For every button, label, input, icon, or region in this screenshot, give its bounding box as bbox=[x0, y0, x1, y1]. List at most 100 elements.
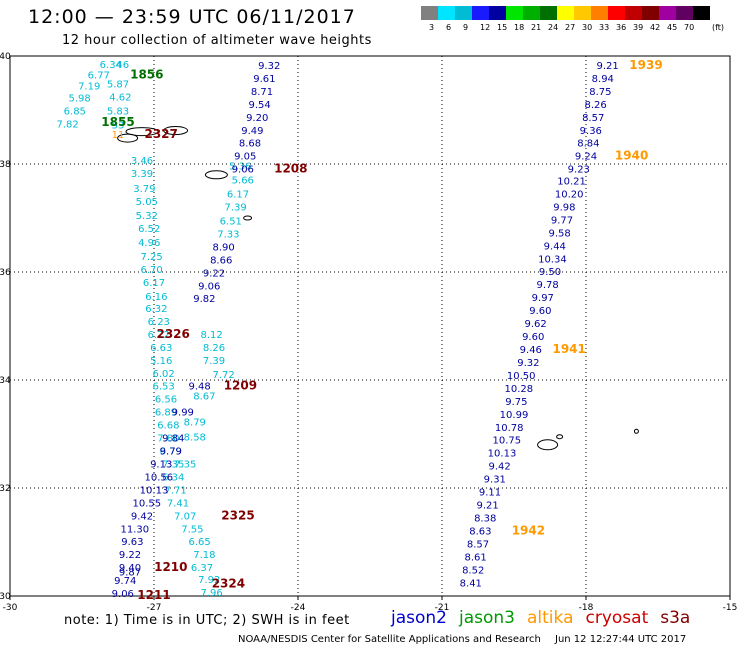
wave-height-value: 8.38 bbox=[474, 513, 496, 524]
page-subtitle: 12 hour collection of altimeter wave hei… bbox=[62, 33, 372, 48]
pass-time-label: 1210 bbox=[154, 560, 187, 574]
color-scale-bar: 3 6 9 12 15 18 21 24 27 30 33 36 39 42 45 70 bbox=[421, 6, 710, 32]
pass-time-label: 1940 bbox=[615, 149, 648, 163]
wave-height-value: 8.63 bbox=[469, 526, 491, 537]
wave-height-value: 9.62 bbox=[524, 319, 546, 330]
wave-height-value: 7.41 bbox=[167, 498, 189, 509]
color-scale-tick: 39 bbox=[633, 23, 644, 32]
wave-height-value: 6.17 bbox=[227, 189, 249, 200]
island-outline bbox=[633, 428, 639, 434]
wave-height-value: 9.22 bbox=[119, 550, 141, 561]
color-scale-tick: 3 bbox=[429, 23, 435, 32]
wave-height-value: 46 bbox=[116, 60, 129, 71]
wave-height-value: 9.82 bbox=[193, 294, 215, 305]
x-tick-label: -24 bbox=[291, 603, 306, 613]
wave-height-value: 6.72 bbox=[148, 330, 170, 341]
wave-height-value: 8.41 bbox=[460, 578, 482, 589]
wave-height-value: 7.71 bbox=[164, 485, 186, 496]
wave-height-value: 9.75 bbox=[505, 397, 527, 408]
wave-height-value: 7.82 bbox=[56, 119, 78, 130]
wave-height-value: 9.11 bbox=[479, 488, 501, 499]
wave-height-value: 5.16 bbox=[150, 356, 172, 367]
wave-height-value: 10.13 bbox=[140, 485, 169, 496]
wave-height-value: 11 bbox=[112, 130, 125, 141]
pass-time-label: 1856 bbox=[130, 68, 163, 82]
legend-jason2: jason2 bbox=[391, 608, 447, 628]
wave-height-value: 9.23 bbox=[568, 165, 590, 176]
wave-height-value: 6.89 bbox=[155, 408, 177, 419]
color-scale-cell: 30 bbox=[574, 6, 592, 32]
wave-height-value: 8.68 bbox=[239, 139, 261, 150]
wave-height-value: 8.26 bbox=[584, 100, 606, 111]
island-outline bbox=[243, 215, 253, 221]
wave-height-value: 10.78 bbox=[495, 423, 524, 434]
wave-height-value: 9.60 bbox=[522, 332, 544, 343]
wave-height-value: 10.75 bbox=[492, 436, 521, 447]
wave-height-value: 6.70 bbox=[140, 265, 162, 276]
wave-height-value: 9.31 bbox=[484, 475, 506, 486]
legend-jason3: jason3 bbox=[459, 608, 515, 628]
wave-height-value: 9.77 bbox=[551, 215, 573, 226]
color-scale-tick: 9 bbox=[463, 23, 469, 32]
color-scale-cell: 9 bbox=[455, 6, 472, 32]
island-outline bbox=[163, 126, 189, 136]
x-tick-label: -21 bbox=[435, 603, 450, 613]
map-frame bbox=[9, 55, 731, 597]
color-scale-cell: 36 bbox=[608, 6, 626, 32]
wave-height-value: 6.32 bbox=[145, 304, 167, 315]
wave-height-value: 6.68 bbox=[157, 421, 179, 432]
wave-height-value: 9.99 bbox=[172, 408, 194, 419]
wave-height-value: 6.51 bbox=[220, 216, 242, 227]
wave-height-value: 7.35 bbox=[174, 459, 196, 470]
pass-time-label: 2324 bbox=[212, 576, 245, 590]
wave-height-value: 7.39 bbox=[203, 356, 225, 367]
island-outline bbox=[537, 439, 559, 451]
wave-height-value: 3.79 bbox=[133, 184, 155, 195]
wave-height-value: 7.07 bbox=[174, 511, 196, 522]
wave-height-value: 53 bbox=[112, 120, 125, 131]
wave-height-value: 8.90 bbox=[212, 242, 234, 253]
y-tick-label: 40 bbox=[0, 52, 11, 62]
wave-height-value: 6.34 bbox=[100, 60, 122, 71]
wave-height-value: 9.48 bbox=[188, 382, 210, 393]
wave-height-value: 6.52 bbox=[138, 224, 160, 235]
wave-height-value: 9.06 bbox=[112, 589, 134, 600]
island-outline bbox=[125, 127, 159, 137]
color-scale-cell: 21 bbox=[523, 6, 541, 32]
color-scale-tick: 33 bbox=[599, 23, 610, 32]
wave-height-value: 7.92 bbox=[198, 575, 220, 586]
footnote: note: 1) Time is in UTC; 2) SWH is in fe… bbox=[64, 613, 350, 628]
y-tick-label: 38 bbox=[0, 160, 11, 170]
wave-height-value: 9.60 bbox=[529, 306, 551, 317]
wave-height-value: 5.05 bbox=[136, 197, 158, 208]
wave-height-value: 9.32 bbox=[258, 61, 280, 72]
wave-height-value: 9.74 bbox=[114, 576, 136, 587]
wave-height-value: 6.17 bbox=[143, 278, 165, 289]
color-scale-cell: 45 bbox=[659, 6, 677, 32]
wave-height-value: 4.62 bbox=[109, 92, 131, 103]
wave-height-value: 6.85 bbox=[64, 106, 86, 117]
wave-height-value: 10.28 bbox=[504, 384, 533, 395]
color-scale-tick: 6 bbox=[446, 23, 452, 32]
color-scale-cell: 27 bbox=[557, 6, 575, 32]
wave-height-value: 8.12 bbox=[200, 330, 222, 341]
color-scale-cell: 24 bbox=[540, 6, 558, 32]
wave-height-value: 7.80 bbox=[157, 434, 179, 445]
wave-height-value: 8.57 bbox=[467, 539, 489, 550]
wave-height-value: 6.23 bbox=[148, 317, 170, 328]
color-scale-tick: 24 bbox=[548, 23, 559, 32]
wave-height-value: 10.20 bbox=[555, 189, 584, 200]
wave-height-value: 10.55 bbox=[132, 498, 161, 509]
color-scale-unit: (ft) bbox=[712, 23, 725, 32]
wave-height-value: 9.58 bbox=[548, 228, 570, 239]
color-scale-cell: 3 bbox=[421, 6, 438, 32]
wave-height-value: 8.94 bbox=[592, 74, 614, 85]
color-scale-cell: 70 bbox=[676, 6, 694, 32]
pass-time-label: 1855 bbox=[101, 115, 134, 129]
satellite-legend: jason2 jason3 altika cryosat s3a bbox=[391, 608, 702, 628]
wave-height-value: 5.32 bbox=[136, 211, 158, 222]
pass-time-label: 1211 bbox=[137, 588, 170, 602]
wave-height-value: 8.79 bbox=[184, 417, 206, 428]
wave-height-value: 8.57 bbox=[582, 113, 604, 124]
